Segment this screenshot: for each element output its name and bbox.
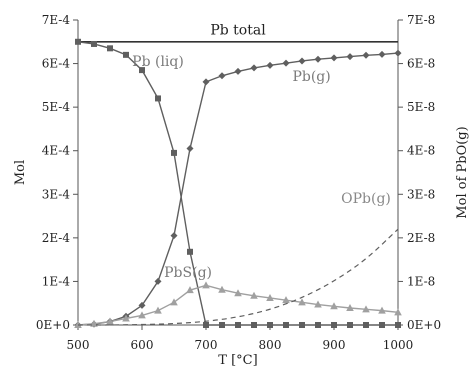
data-point-pb_liq xyxy=(123,51,129,58)
series-opb_g xyxy=(77,228,399,326)
y-right-tick-label: 1E-8 xyxy=(407,274,435,288)
data-point-pb_liq xyxy=(139,67,145,74)
data-point-pbs_g xyxy=(106,317,114,325)
data-point-pbs_g xyxy=(394,308,402,316)
data-point-pb_g xyxy=(330,54,338,62)
data-point-pb_liq xyxy=(395,322,401,328)
data-point-pb_liq xyxy=(203,322,209,328)
data-point-pbs_g xyxy=(362,305,370,313)
data-point-pb_g xyxy=(250,64,258,72)
y-right-tick-label: 3E-8 xyxy=(407,187,435,201)
data-point-pb_g xyxy=(170,232,178,240)
x-tick-label: 900 xyxy=(323,338,346,352)
x-tick-label: 700 xyxy=(195,338,218,352)
data-point-pb_liq xyxy=(171,149,177,156)
data-point-pb_liq xyxy=(251,322,257,328)
data-point-pb_liq xyxy=(299,322,305,328)
series-pb_g xyxy=(74,49,402,329)
y-left-tick-label: 6E-4 xyxy=(42,57,71,71)
data-point-pb_g xyxy=(234,67,242,75)
y-left-tick-label: 5E-4 xyxy=(42,100,71,114)
data-point-pb_liq xyxy=(379,322,385,328)
data-point-pb_liq xyxy=(235,322,241,328)
y-right-tick-label: 4E-8 xyxy=(407,144,435,158)
data-point-pb_g xyxy=(186,145,194,153)
data-point-pb_g xyxy=(394,49,402,57)
data-point-pb_liq xyxy=(107,45,113,52)
x-tick-label: 800 xyxy=(259,338,282,352)
x-tick-label: 500 xyxy=(67,338,90,352)
data-point-pb_liq xyxy=(219,322,225,328)
data-point-pbs_g xyxy=(314,300,322,308)
data-point-pbs_g xyxy=(138,311,146,319)
data-point-pb_liq xyxy=(91,40,97,47)
data-point-pbs_g xyxy=(266,293,274,301)
data-point-pbs_g xyxy=(234,289,242,297)
data-point-pb_liq xyxy=(267,322,273,328)
data-point-pbs_g xyxy=(378,306,386,314)
label-pbs_g: PbS(g) xyxy=(164,265,212,281)
data-point-pbs_g xyxy=(154,306,162,314)
data-point-pbs_g xyxy=(250,291,258,299)
y-axis-left-title: Mol xyxy=(13,160,28,185)
data-point-pb_g xyxy=(138,301,146,309)
series-pbs_g xyxy=(74,281,402,328)
series-line-opb_g xyxy=(77,228,399,326)
data-point-pb_g xyxy=(202,78,210,86)
y-left-tick-label: 2E-4 xyxy=(42,231,71,245)
data-point-pbs_g xyxy=(282,296,290,304)
data-point-pb_g xyxy=(266,61,274,69)
x-axis-title: T [°C] xyxy=(218,353,257,368)
y-right-tick-label: 5E-8 xyxy=(407,100,435,114)
data-point-pb_liq xyxy=(347,322,353,328)
y-left-tick-label: 3E-4 xyxy=(42,187,71,201)
series-line-pb_g xyxy=(77,52,399,326)
y-left-tick-label: 1E-4 xyxy=(42,274,71,288)
y-left-tick-label: 7E-4 xyxy=(42,13,71,27)
label-opb_g: OPb(g) xyxy=(341,191,391,207)
data-point-pbs_g xyxy=(330,302,338,310)
data-point-pb_liq xyxy=(283,322,289,328)
data-point-pbs_g xyxy=(90,319,98,327)
data-point-pbs_g xyxy=(346,304,354,312)
data-point-pb_g xyxy=(154,277,162,285)
series-line-pb_liq xyxy=(77,41,398,326)
y-left-tick-label: 0E+0 xyxy=(36,318,70,332)
label-pb_g: Pb(g) xyxy=(292,69,330,85)
data-point-pb_liq xyxy=(187,248,193,255)
data-point-pb_liq xyxy=(315,322,321,328)
data-point-pbs_g xyxy=(122,314,130,322)
y-right-tick-label: 0E+0 xyxy=(407,318,441,332)
series-pb_liq xyxy=(75,38,401,328)
data-point-pb_g xyxy=(218,72,226,80)
data-point-pbs_g xyxy=(170,298,178,306)
y-axis-right-title: Mol of PbO(g) xyxy=(455,126,470,218)
data-point-pbs_g xyxy=(202,281,210,289)
data-point-pb_liq xyxy=(363,322,369,328)
y-right-tick-label: 2E-8 xyxy=(407,231,435,245)
data-point-pb_liq xyxy=(155,95,161,102)
data-point-pb_liq xyxy=(75,38,81,45)
data-point-pbs_g xyxy=(218,285,226,293)
axes: 0E+0 1E-4 2E-4 3E-4 4E-4 5E-4 6E-4 7E-4 0E+0 1E-8… xyxy=(13,13,470,368)
x-tick-label: 600 xyxy=(131,338,154,352)
y-left-tick-label: 4E-4 xyxy=(42,144,71,158)
data-point-pb_g xyxy=(362,51,370,59)
label-pb_total: Pb total xyxy=(210,22,266,38)
label-pb_liq: Pb (liq) xyxy=(132,54,184,70)
data-point-pb_g xyxy=(282,59,290,67)
data-point-pb_liq xyxy=(331,322,337,328)
data-point-pb_g xyxy=(314,55,322,63)
data-point-pb_g xyxy=(346,53,354,61)
y-right-tick-label: 6E-8 xyxy=(407,57,435,71)
labels-layer: Pb total Pb (liq) Pb(g) PbS(g) OPb(g) xyxy=(132,22,391,281)
y-right-tick-label: 7E-8 xyxy=(407,13,435,27)
series-layer xyxy=(74,38,402,329)
x-tick-label: 1000 xyxy=(383,338,414,352)
data-point-pbs_g xyxy=(298,298,306,306)
data-point-pb_g xyxy=(298,57,306,65)
data-point-pbs_g xyxy=(186,286,194,294)
data-point-pb_g xyxy=(378,50,386,58)
